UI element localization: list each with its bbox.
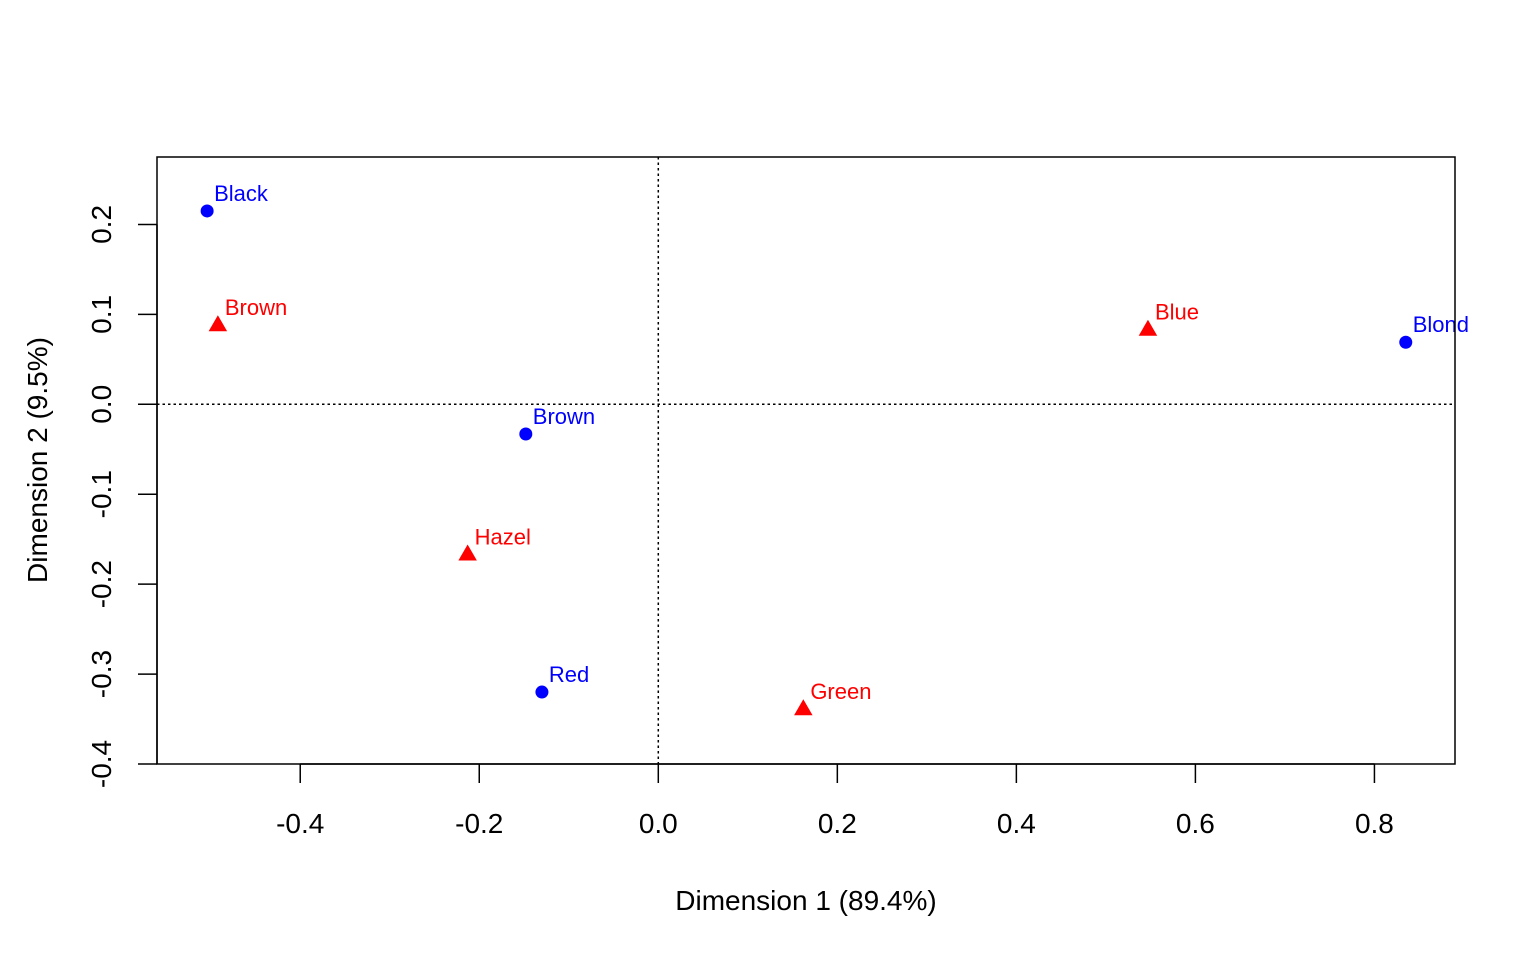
x-tick-label: 0.0 xyxy=(639,808,678,839)
point-triangle xyxy=(208,315,228,332)
y-axis-title: Dimension 2 (9.5%) xyxy=(22,337,53,583)
point-label: Brown xyxy=(533,404,595,429)
point-label: Black xyxy=(214,181,269,206)
plot-frame xyxy=(156,156,1456,765)
x-tick-label: 0.6 xyxy=(1176,808,1215,839)
point-triangle xyxy=(794,699,813,716)
point-labels: Black Brown Red Blond Brown Blue Hazel Green xyxy=(214,181,1469,704)
y-tick-label: 0.0 xyxy=(86,385,117,424)
point-label: Red xyxy=(549,662,589,687)
point-circle xyxy=(200,204,214,218)
point-triangle xyxy=(458,544,477,561)
point-label: Blue xyxy=(1155,300,1199,325)
point-triangle xyxy=(1138,319,1158,336)
y-tick-label: -0.2 xyxy=(86,560,117,608)
y-tick-label: -0.3 xyxy=(86,650,117,698)
point-circle xyxy=(1399,335,1413,349)
reference-lines xyxy=(157,157,1455,764)
point-label: Brown xyxy=(225,295,287,320)
y-tick-label: 0.1 xyxy=(86,295,117,334)
x-axis-title: Dimension 1 (89.4%) xyxy=(675,885,936,916)
x-tick-label: 0.4 xyxy=(997,808,1036,839)
data-points xyxy=(200,204,1413,716)
x-tick-label: 0.8 xyxy=(1355,808,1394,839)
y-tick-label: 0.2 xyxy=(86,205,117,244)
point-circle xyxy=(535,685,549,699)
point-label: Blond xyxy=(1413,312,1469,337)
x-axis: -0.4 -0.2 0.0 0.2 0.4 0.6 0.8 xyxy=(276,763,1394,839)
x-tick-label: 0.2 xyxy=(818,808,857,839)
x-tick-label: -0.4 xyxy=(276,808,324,839)
y-tick-label: -0.1 xyxy=(86,470,117,518)
point-label: Hazel xyxy=(475,524,531,549)
y-axis: -0.4 -0.3 -0.2 -0.1 0.0 0.1 0.2 xyxy=(86,205,158,788)
point-label: Green xyxy=(810,679,871,704)
x-tick-label: -0.2 xyxy=(455,808,503,839)
point-circle xyxy=(519,427,533,441)
y-tick-label: -0.4 xyxy=(86,740,117,788)
